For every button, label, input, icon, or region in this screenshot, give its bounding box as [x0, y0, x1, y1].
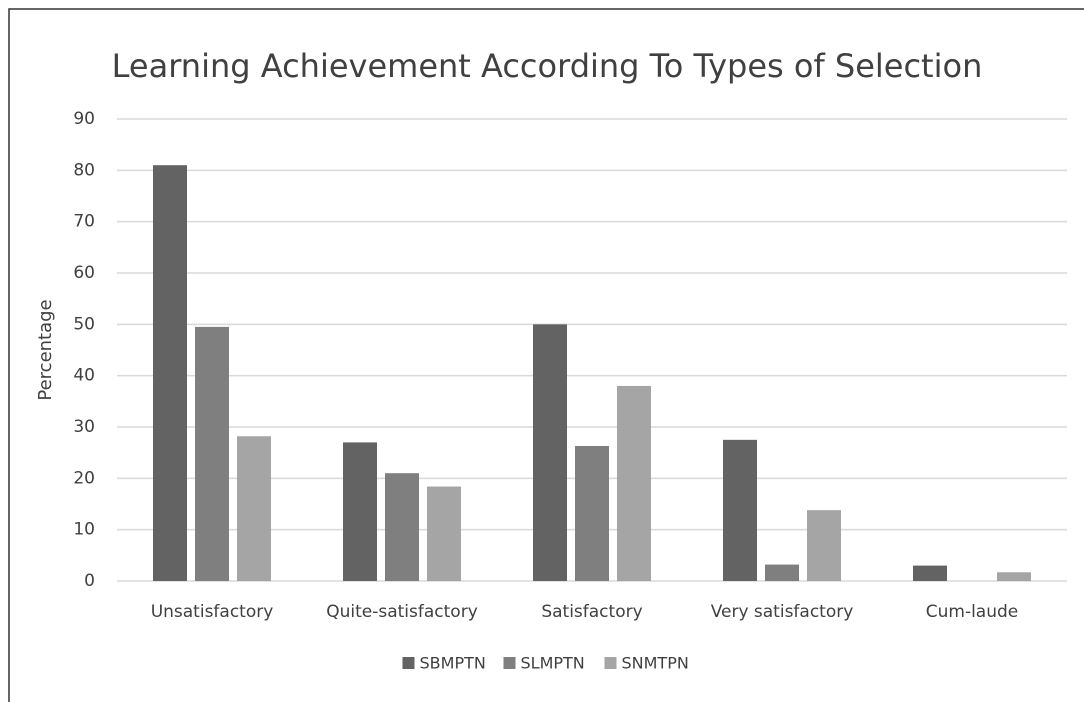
x-tick-label: Quite-satisfactory — [326, 602, 478, 622]
x-tick-label: Satisfactory — [541, 602, 642, 622]
y-axis-label: Percentage — [35, 299, 56, 400]
legend-swatch — [604, 657, 617, 669]
legend-swatch — [503, 657, 516, 669]
bar — [913, 565, 947, 581]
bar — [195, 326, 229, 581]
chart-title: Learning Achievement According To Types … — [112, 47, 983, 85]
y-tick-label: 20 — [73, 468, 95, 488]
y-tick-label: 40 — [73, 366, 95, 386]
x-tick-label: Cum-laude — [926, 602, 1019, 622]
bar — [765, 564, 799, 581]
y-tick-label: 50 — [73, 314, 95, 334]
x-tick-label: Very satisfactory — [711, 602, 854, 622]
bar — [153, 165, 187, 581]
bar — [343, 442, 377, 581]
legend-swatch — [402, 657, 415, 669]
bar — [723, 439, 757, 581]
bar — [807, 510, 841, 581]
bar — [237, 436, 271, 581]
legend-label: SNMTPN — [622, 654, 689, 673]
bar — [617, 385, 651, 581]
y-tick-label: 60 — [73, 263, 95, 283]
y-tick-label: 0 — [84, 571, 95, 591]
x-tick-label: Unsatisfactory — [151, 602, 274, 622]
bar — [385, 473, 419, 581]
bar — [427, 486, 461, 581]
legend-label: SBMPTN — [420, 654, 486, 673]
bar — [533, 324, 567, 581]
legend-label: SLMPTN — [521, 654, 585, 673]
y-tick-label: 10 — [73, 520, 95, 540]
bar — [997, 572, 1031, 581]
bar — [575, 445, 609, 581]
y-tick-label: 30 — [73, 417, 95, 437]
y-tick-label: 80 — [73, 160, 95, 180]
chart-border — [8, 8, 1084, 702]
y-tick-label: 70 — [73, 212, 95, 232]
y-tick-label: 90 — [73, 109, 95, 129]
